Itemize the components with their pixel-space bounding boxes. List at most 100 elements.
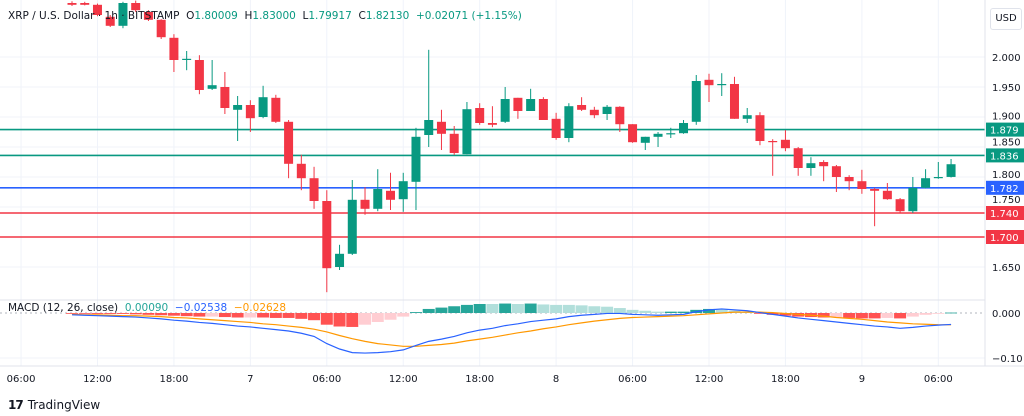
macd-histogram-bar	[257, 313, 270, 318]
candle-body	[870, 189, 880, 191]
brand-name: TradingView	[27, 398, 101, 412]
macd-histogram-bar	[868, 313, 881, 319]
time-axis[interactable]: 06:00 12:00 18:00 7 06:00 12:00 18:00 8 06:00 12:…	[7, 374, 953, 385]
candle-body	[296, 163, 306, 179]
price-line-label: 1.836	[990, 151, 1019, 162]
candle-down	[895, 198, 905, 213]
candle-down	[67, 1, 77, 6]
price-tick-label: 1.950	[992, 83, 1021, 94]
macd-histogram-bar	[78, 313, 91, 314]
candle-body	[424, 120, 434, 135]
candle-down	[156, 19, 166, 39]
macd-pane	[0, 303, 985, 354]
candle-down	[577, 97, 587, 111]
macd-histogram-bar	[435, 307, 448, 313]
macd-histogram-bar	[155, 313, 168, 316]
macd-title[interactable]: MACD (12, 26, close)	[8, 302, 119, 314]
candle-body	[908, 187, 918, 212]
candle-up	[908, 177, 918, 213]
time-tick-label: 12:00	[389, 374, 418, 385]
candle-up	[411, 127, 421, 210]
candle-body	[462, 109, 472, 155]
candle-up	[933, 162, 943, 179]
macd-histogram-bar	[269, 313, 282, 318]
candle-up	[500, 87, 510, 123]
macd-histogram-bar	[830, 313, 843, 318]
candle-up	[691, 75, 701, 125]
price-line-label-bg	[986, 230, 1024, 244]
candle-body	[411, 136, 421, 182]
candle-body	[80, 3, 90, 5]
change-value: +0.02071 (+1.15%)	[415, 10, 522, 22]
price-tick-label: 2.000	[992, 53, 1021, 64]
macd-histogram-bar	[537, 304, 550, 313]
macd-signal-line	[71, 311, 952, 347]
macd-line-value: −0.02538	[174, 302, 228, 314]
candles	[67, 0, 956, 293]
macd-histogram-bar	[894, 313, 907, 319]
candle-body	[768, 141, 778, 143]
candle-down	[436, 109, 446, 150]
candle-body	[589, 109, 599, 116]
candle-body	[755, 115, 765, 141]
candle-body	[564, 106, 574, 138]
macd-histogram-bar	[244, 313, 257, 318]
symbol-name[interactable]: XRP / U.S. Dollar	[8, 10, 95, 22]
macd-histogram-bar	[855, 313, 868, 319]
macd-histogram-bar	[677, 311, 690, 313]
candle-up	[424, 49, 434, 147]
candle-body	[704, 79, 714, 86]
candle-down	[386, 172, 395, 210]
high-label: H	[244, 10, 253, 22]
macd-histogram-value: 0.00090	[124, 302, 169, 314]
close-label: C	[358, 10, 366, 22]
macd-histogram-bar	[945, 312, 958, 314]
macd-axis[interactable]: 0.000 −0.10	[992, 309, 1023, 365]
macd-histogram-bar	[448, 306, 461, 313]
candle-up	[373, 169, 383, 212]
macd-histogram-bar	[817, 313, 830, 318]
macd-histogram-bar	[473, 304, 486, 313]
candle-body	[793, 148, 803, 168]
candle-up	[806, 157, 816, 176]
currency-button[interactable]: USD	[990, 8, 1022, 30]
candle-body	[271, 97, 281, 122]
candle-body	[819, 162, 829, 167]
macd-histogram-bar	[715, 308, 728, 313]
macd-histogram-bar	[906, 313, 919, 317]
candle-body	[640, 136, 650, 143]
macd-histogram-bar	[193, 313, 206, 317]
candle-down	[105, 15, 115, 27]
candle-body	[449, 133, 459, 153]
candle-body	[156, 19, 166, 38]
candle-down	[194, 55, 204, 95]
candle-down	[831, 165, 841, 192]
time-tick-label: 06:00	[312, 374, 341, 385]
time-tick-label: 8	[553, 374, 559, 385]
candle-up	[653, 132, 663, 147]
candle-body	[729, 84, 739, 119]
candle-down	[729, 76, 739, 119]
candle-up	[717, 73, 727, 96]
macd-histogram-bar	[167, 313, 180, 316]
price-line-label-bg	[986, 122, 1024, 137]
low-label: L	[302, 10, 309, 22]
candle-body	[347, 199, 357, 254]
horizontal-lines	[0, 128, 985, 238]
macd-histogram-bar	[422, 308, 435, 313]
candle-down	[780, 130, 790, 152]
candle-down	[245, 100, 255, 132]
price-axis[interactable]: 2.000 1.950 1.900 1.850 1.800 1.750 1.650	[992, 53, 1021, 274]
candle-body	[513, 97, 523, 111]
candle-body	[143, 12, 153, 20]
macd-histogram-bar	[703, 308, 715, 313]
macd-histogram-bar	[231, 313, 244, 318]
candle-down	[793, 147, 803, 176]
macd-histogram-bar	[460, 304, 473, 313]
candle-body	[742, 115, 752, 119]
time-tick-label: 18:00	[771, 374, 800, 385]
candle-body	[577, 105, 587, 110]
candle-body	[691, 81, 701, 122]
macd-signal-value: −0.02628	[233, 302, 287, 314]
